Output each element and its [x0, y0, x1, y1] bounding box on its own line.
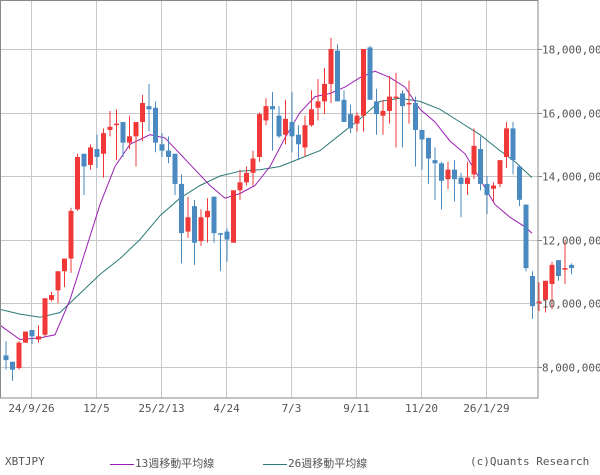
- x-tick-label: 7/3: [282, 402, 302, 415]
- plot-frame: [0, 0, 539, 399]
- x-tick-label: 24/9/26: [8, 402, 54, 415]
- symbol-label: XBTJPY: [5, 455, 45, 468]
- legend-ma26-label: 26週移動平均線: [288, 457, 368, 470]
- legend-ma13-label: 13週移動平均線: [135, 457, 215, 470]
- copyright: (c)Quants Research: [470, 455, 590, 468]
- x-tick-label: 25/2/13: [138, 402, 184, 415]
- ma13-swatch-icon: [110, 463, 134, 465]
- legend-ma26: 26週移動平均線: [263, 455, 367, 471]
- ma13-line: [0, 70, 533, 341]
- y-tick-label: 12,000,00: [542, 235, 600, 248]
- y-tick-label: 8,000,000: [542, 362, 600, 375]
- candlestick-series: [3, 37, 574, 381]
- legend-ma13: 13週移動平均線: [110, 455, 214, 471]
- x-tick-label: 12/5: [83, 402, 110, 415]
- x-tick-label: 4/24: [213, 402, 240, 415]
- y-tick-label: 10,000,00: [542, 298, 600, 311]
- y-tick-label: 16,000,00: [542, 108, 600, 121]
- x-tick-label: 26/1/29: [463, 402, 509, 415]
- x-axis-labels: 24/9/26 12/5 25/2/13 4/24 7/3 9/11 11/20 26/1/2…: [8, 402, 509, 415]
- y-tick-label: 14,000,00: [542, 171, 600, 184]
- y-tick-label: 18,000,00: [542, 44, 600, 57]
- ma26-swatch-icon: [263, 463, 287, 465]
- x-tick-label: 9/11: [343, 402, 370, 415]
- ma26-line: [0, 97, 533, 318]
- y-axis-labels: 8,000,000 10,000,00 12,000,00 14,000,00 16,0…: [542, 44, 600, 375]
- x-tick-label: 11/20: [405, 402, 438, 415]
